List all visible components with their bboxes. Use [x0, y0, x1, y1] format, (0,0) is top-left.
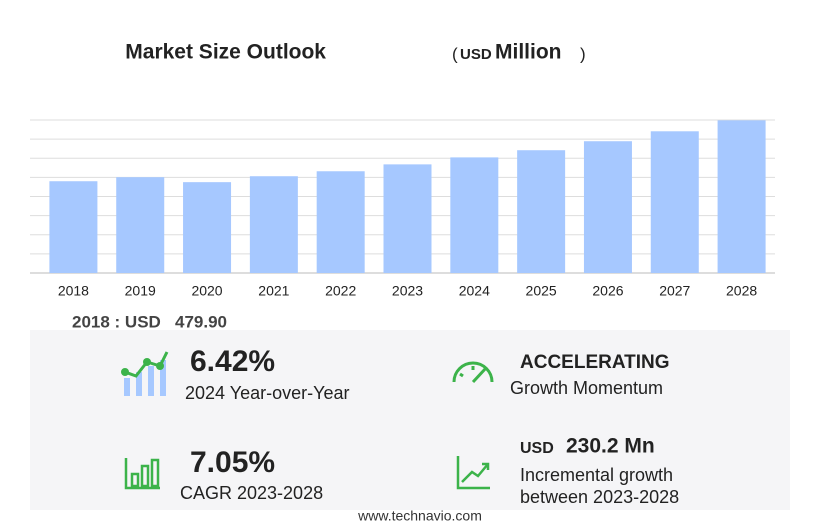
icon-gauge — [452, 361, 494, 384]
bar — [650, 131, 699, 273]
bar — [316, 171, 365, 273]
plot: 2018 2019 2020 2021 2022 2023 2024 2025 2026 2027… — [30, 119, 775, 299]
bar — [717, 120, 766, 273]
bar — [383, 164, 432, 273]
icon-yoy — [121, 351, 169, 396]
footer: www.technavio.com — [357, 508, 482, 524]
summary-panel — [30, 330, 790, 510]
unit-open: ( — [452, 44, 458, 63]
kpi-caption: 2024 Year-over-Year — [185, 383, 349, 403]
x-tick-label: 2023 — [392, 283, 423, 299]
kpi-value: ACCELERATING — [520, 352, 670, 373]
unit-name: Million — [495, 41, 562, 64]
bar — [450, 157, 499, 273]
bar — [583, 141, 632, 273]
x-tick-label: 2024 — [459, 283, 490, 299]
kpi-caption: CAGR 2023-2028 — [180, 483, 323, 503]
icon-growth — [456, 456, 490, 490]
bar — [183, 182, 232, 273]
base-label: 2018 : USD — [72, 312, 161, 331]
bar — [249, 176, 298, 273]
bar — [49, 181, 98, 273]
x-tick-label: 2026 — [592, 283, 623, 299]
x-tick-label: 2018 — [58, 283, 89, 299]
kpi-caption: Incremental growth — [520, 465, 673, 485]
unit-currency: USD — [460, 46, 492, 63]
kpi-caption: between 2023-2028 — [520, 487, 679, 507]
icon-cagr — [124, 458, 160, 490]
x-tick-label: 2020 — [191, 283, 222, 299]
x-tick-label: 2025 — [526, 283, 557, 299]
bar — [116, 177, 165, 273]
kpi-value: 230.2 Mn — [566, 435, 655, 458]
kpi-value: 6.42% — [190, 345, 275, 378]
bar — [517, 150, 566, 273]
kpi-value: 7.05% — [190, 446, 275, 479]
x-tick-label: 2027 — [659, 283, 690, 299]
unit-close: ) — [580, 44, 586, 63]
x-tick-label: 2019 — [125, 283, 156, 299]
x-tick-label: 2022 — [325, 283, 356, 299]
kpi-caption: Growth Momentum — [510, 378, 663, 398]
kpi-currency: USD — [520, 440, 554, 457]
base-value: 479.90 — [175, 312, 227, 331]
x-tick-label: 2028 — [726, 283, 757, 299]
chart-title: Market Size Outlook — [125, 41, 326, 64]
x-tick-label: 2021 — [258, 283, 289, 299]
